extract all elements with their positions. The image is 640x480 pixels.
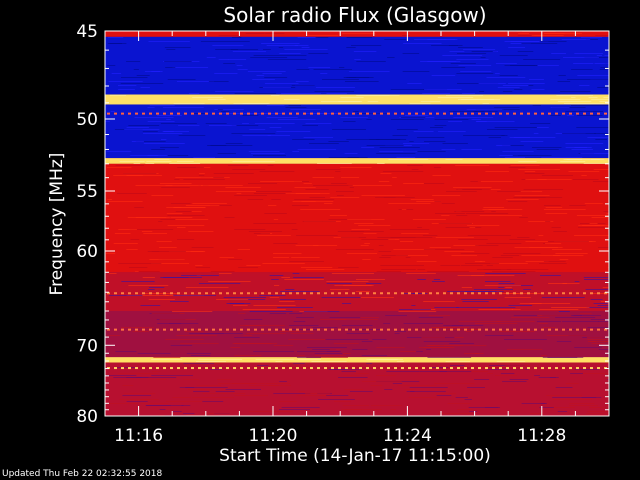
freq-band-8 [105, 357, 609, 363]
chart-title: Solar radio Flux (Glasgow) [223, 3, 486, 27]
freq-band-3 [105, 104, 609, 159]
y-tick-label: 55 [76, 182, 98, 202]
x-tick-label: 11:16 [114, 426, 163, 446]
y-tick-label: 50 [76, 110, 98, 130]
plot-frame [104, 30, 610, 417]
x-axis-label: Start Time (14-Jan-17 11:15:00) [219, 446, 491, 466]
y-tick-label: 80 [76, 407, 98, 427]
freq-band-5 [105, 163, 609, 273]
x-tick-label: 11:28 [517, 426, 566, 446]
freq-band-2 [105, 94, 609, 105]
x-tick-label: 11:24 [383, 426, 432, 446]
x-tick-label: 11:20 [249, 426, 298, 446]
updated-timestamp: Updated Thu Feb 22 02:32:55 2018 [2, 469, 163, 479]
x-axis: 11:16 11:20 11:24 11:28 [104, 31, 610, 446]
spectrogram-heatmap [104, 30, 610, 417]
y-tick-label: 45 [76, 22, 98, 42]
y-tick-label: 60 [76, 242, 98, 262]
freq-band-4 [105, 158, 609, 164]
y-axis: 45 50 55 60 70 80 [76, 22, 609, 427]
y-tick-label: 70 [76, 336, 98, 356]
y-axis-label: Frequency [MHz] [47, 153, 67, 296]
